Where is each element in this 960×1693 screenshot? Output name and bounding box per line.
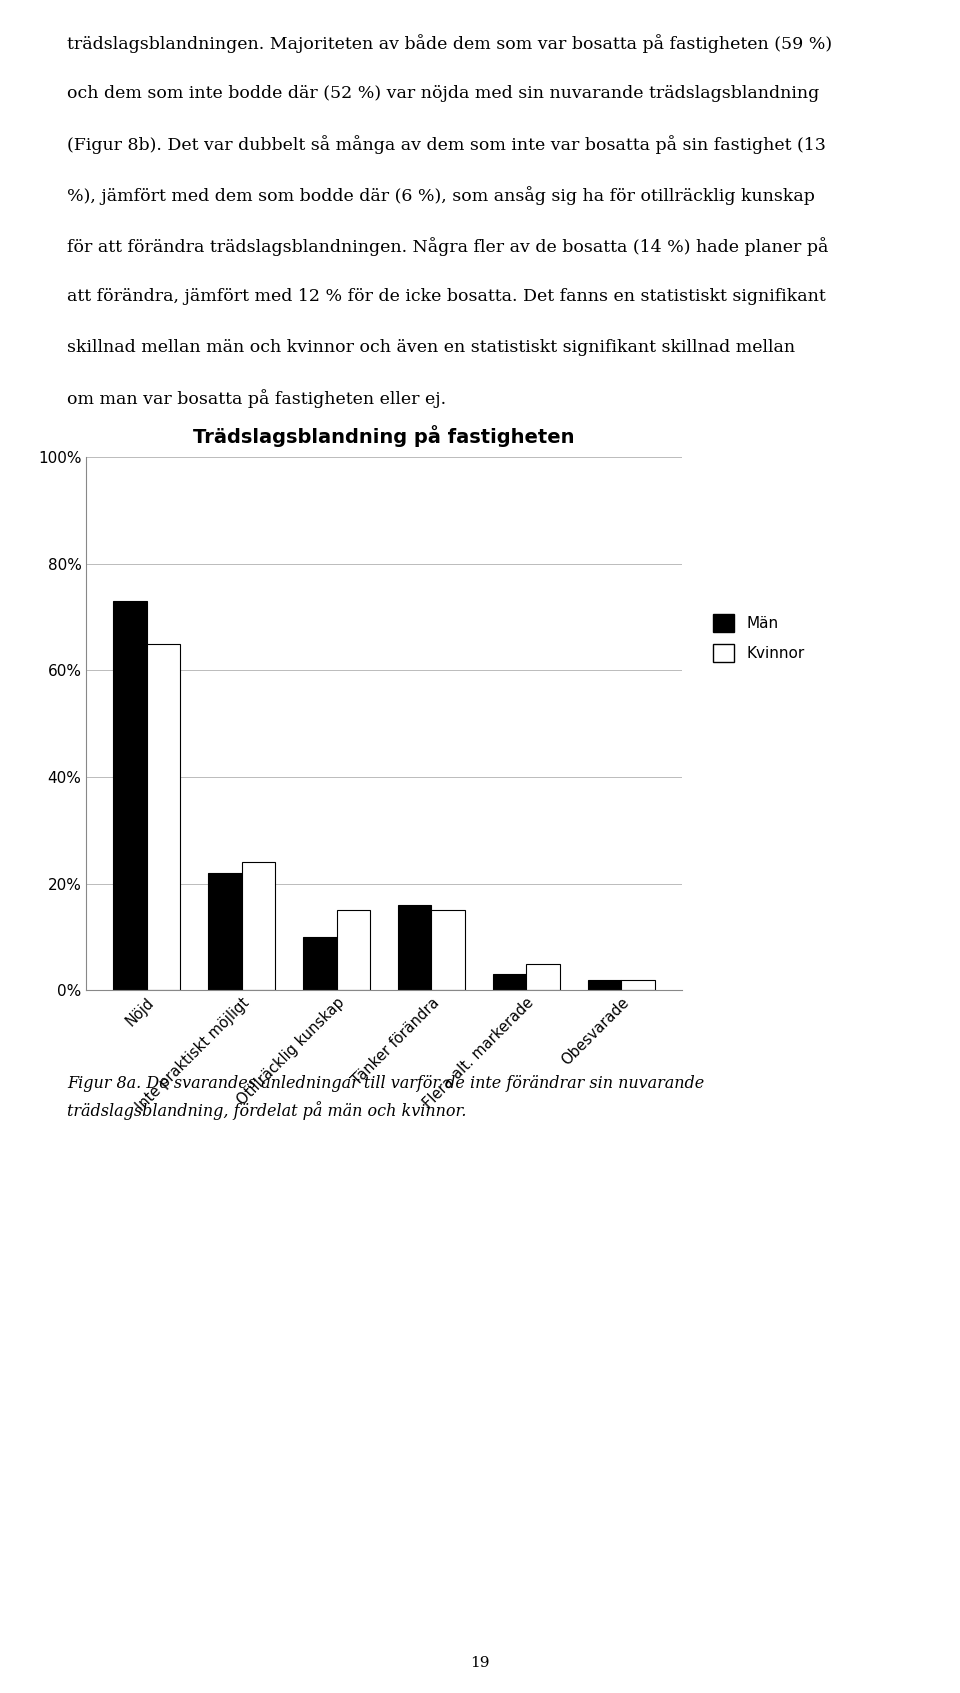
- Text: för att förändra trädslagsblandningen. Några fler av de bosatta (14 %) hade plan: för att förändra trädslagsblandningen. N…: [67, 237, 828, 256]
- Legend: Män, Kvinnor: Män, Kvinnor: [713, 615, 804, 662]
- Text: och dem som inte bodde där (52 %) var nöjda med sin nuvarande trädslagsblandning: och dem som inte bodde där (52 %) var nö…: [67, 85, 820, 102]
- Bar: [147, 643, 180, 990]
- Title: Trädslagsblandning på fastigheten: Trädslagsblandning på fastigheten: [193, 425, 575, 447]
- Text: trädslagsblandningen. Majoriteten av både dem som var bosatta på fastigheten (59: trädslagsblandningen. Majoriteten av båd…: [67, 34, 832, 52]
- Bar: [526, 963, 560, 990]
- Bar: [208, 874, 242, 990]
- Text: om man var bosatta på fastigheten eller ej.: om man var bosatta på fastigheten eller …: [67, 389, 446, 408]
- Bar: [588, 980, 621, 990]
- Bar: [337, 911, 370, 990]
- Text: att förändra, jämfört med 12 % för de icke bosatta. Det fanns en statistiskt sig: att förändra, jämfört med 12 % för de ic…: [67, 288, 826, 305]
- Bar: [398, 906, 431, 990]
- Bar: [303, 938, 337, 990]
- Bar: [493, 975, 526, 990]
- Text: Figur 8a. De svarandes anledningar till varför de inte förändrar sin nuvarande
t: Figur 8a. De svarandes anledningar till …: [67, 1075, 705, 1119]
- Bar: [621, 980, 655, 990]
- Text: %), jämfört med dem som bodde där (6 %), som ansåg sig ha för otillräcklig kunsk: %), jämfört med dem som bodde där (6 %),…: [67, 186, 815, 205]
- Text: (Figur 8b). Det var dubbelt så många av dem som inte var bosatta på sin fastighe: (Figur 8b). Det var dubbelt så många av …: [67, 135, 826, 154]
- Bar: [113, 601, 147, 990]
- Text: 19: 19: [470, 1656, 490, 1671]
- Bar: [242, 862, 275, 990]
- Bar: [431, 911, 465, 990]
- Text: skillnad mellan män och kvinnor och även en statistiskt signifikant skillnad mel: skillnad mellan män och kvinnor och även…: [67, 339, 795, 356]
